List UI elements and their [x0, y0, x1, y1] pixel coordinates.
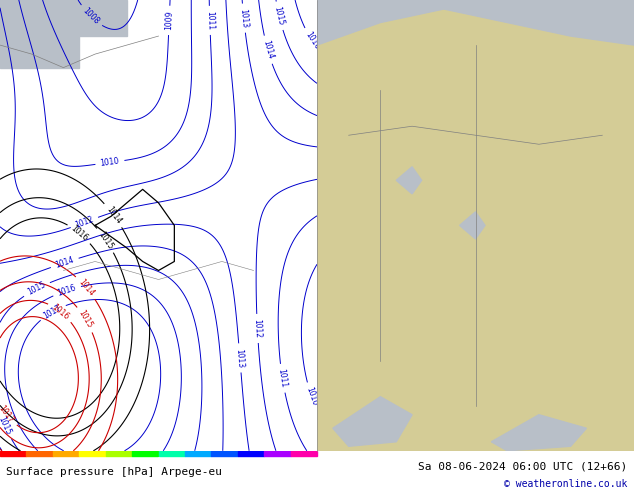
Text: 1015: 1015 — [77, 309, 94, 330]
Text: 1008: 1008 — [81, 6, 101, 26]
Text: 1013: 1013 — [235, 348, 245, 368]
FancyBboxPatch shape — [158, 451, 185, 456]
Polygon shape — [460, 212, 485, 239]
Text: Surface pressure [hPa] Arpege-eu: Surface pressure [hPa] Arpege-eu — [6, 467, 223, 477]
Text: 1009: 1009 — [164, 10, 174, 30]
FancyBboxPatch shape — [317, 0, 634, 451]
Text: 1014: 1014 — [54, 255, 75, 270]
Polygon shape — [491, 415, 586, 451]
Text: 1011: 1011 — [276, 368, 288, 389]
FancyBboxPatch shape — [211, 451, 238, 456]
FancyBboxPatch shape — [0, 0, 79, 68]
Text: 1015: 1015 — [273, 5, 286, 26]
Text: 1013: 1013 — [238, 8, 249, 28]
Text: 1016: 1016 — [303, 30, 321, 51]
Text: 1012: 1012 — [252, 318, 262, 338]
FancyBboxPatch shape — [185, 451, 211, 456]
Text: 1010: 1010 — [304, 386, 319, 407]
Text: 1016: 1016 — [56, 283, 77, 298]
Text: 1016: 1016 — [50, 302, 71, 321]
FancyBboxPatch shape — [264, 451, 290, 456]
Polygon shape — [396, 167, 422, 194]
Text: 1014: 1014 — [76, 277, 96, 297]
Text: Sa 08-06-2024 06:00 UTC (12+66): Sa 08-06-2024 06:00 UTC (12+66) — [418, 462, 628, 471]
FancyBboxPatch shape — [27, 451, 53, 456]
Text: © weatheronline.co.uk: © weatheronline.co.uk — [504, 479, 628, 489]
Polygon shape — [333, 397, 412, 446]
Text: 1017: 1017 — [42, 303, 63, 320]
Text: 1015: 1015 — [0, 416, 13, 437]
Text: 1017: 1017 — [0, 404, 16, 425]
Polygon shape — [317, 0, 634, 45]
FancyBboxPatch shape — [53, 451, 79, 456]
FancyBboxPatch shape — [290, 451, 317, 456]
Text: 1011: 1011 — [205, 11, 214, 30]
FancyBboxPatch shape — [106, 451, 132, 456]
FancyBboxPatch shape — [0, 0, 127, 36]
FancyBboxPatch shape — [132, 451, 158, 456]
FancyBboxPatch shape — [79, 451, 106, 456]
Text: 1012: 1012 — [74, 215, 95, 230]
Text: 1014: 1014 — [104, 205, 123, 225]
Text: 1014: 1014 — [261, 39, 275, 60]
Text: 1010: 1010 — [100, 157, 120, 168]
Text: 1015: 1015 — [96, 230, 115, 250]
FancyBboxPatch shape — [238, 451, 264, 456]
FancyBboxPatch shape — [0, 451, 27, 456]
Text: 1015: 1015 — [26, 280, 48, 297]
Text: 1016: 1016 — [69, 224, 90, 243]
